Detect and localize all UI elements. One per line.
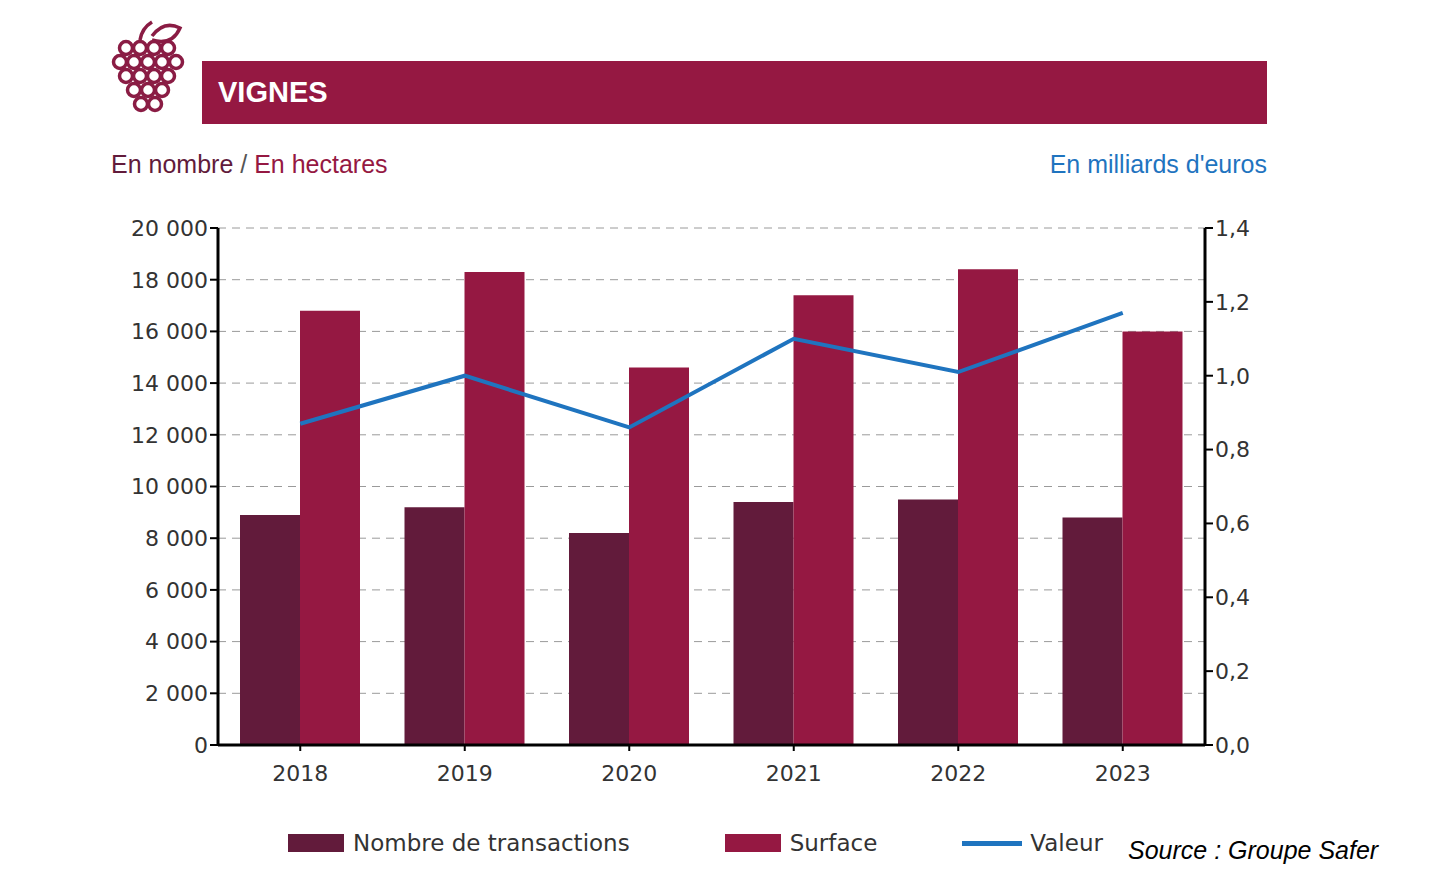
svg-text:8 000: 8 000 [145,526,208,551]
svg-text:4 000: 4 000 [145,629,208,654]
svg-text:0,4: 0,4 [1215,585,1250,610]
html-text:En nombre / En hectares: En nombre / En hectares [111,150,388,178]
svg-text:20 000: 20 000 [131,216,208,241]
svg-text:2023: 2023 [1095,761,1151,786]
svg-text:16 000: 16 000 [131,319,208,344]
html-text:En milliards d'euros: En milliards d'euros [1049,150,1267,178]
svg-text:2021: 2021 [766,761,822,786]
html-text:Valeur: Valeur [1030,830,1103,856]
svg-text:1,2: 1,2 [1215,290,1250,315]
svg-text:12 000: 12 000 [131,423,208,448]
svg-text:6 000: 6 000 [145,578,208,603]
svg-text:10 000: 10 000 [131,474,208,499]
svg-text:2018: 2018 [272,761,328,786]
svg-text:14 000: 14 000 [131,371,208,396]
svg-text:0: 0 [194,733,208,758]
svg-text:0,2: 0,2 [1215,659,1250,684]
html-text:Nombre de transactions: Nombre de transactions [353,830,630,856]
svg-text:0,0: 0,0 [1215,733,1250,758]
svg-text:0,8: 0,8 [1215,437,1250,462]
svg-text:0,6: 0,6 [1215,511,1250,536]
html-text:VIGNES: VIGNES [218,76,328,108]
svg-text:2020: 2020 [601,761,657,786]
html-text:Source : Groupe Safer: Source : Groupe Safer [1128,836,1379,864]
svg-text:2 000: 2 000 [145,681,208,706]
html-text:Surface: Surface [789,830,878,856]
svg-text:18 000: 18 000 [131,268,208,293]
svg-text:1,4: 1,4 [1215,216,1250,241]
svg-text:2022: 2022 [930,761,986,786]
svg-text:1,0: 1,0 [1215,364,1250,389]
svg-text:2019: 2019 [437,761,493,786]
